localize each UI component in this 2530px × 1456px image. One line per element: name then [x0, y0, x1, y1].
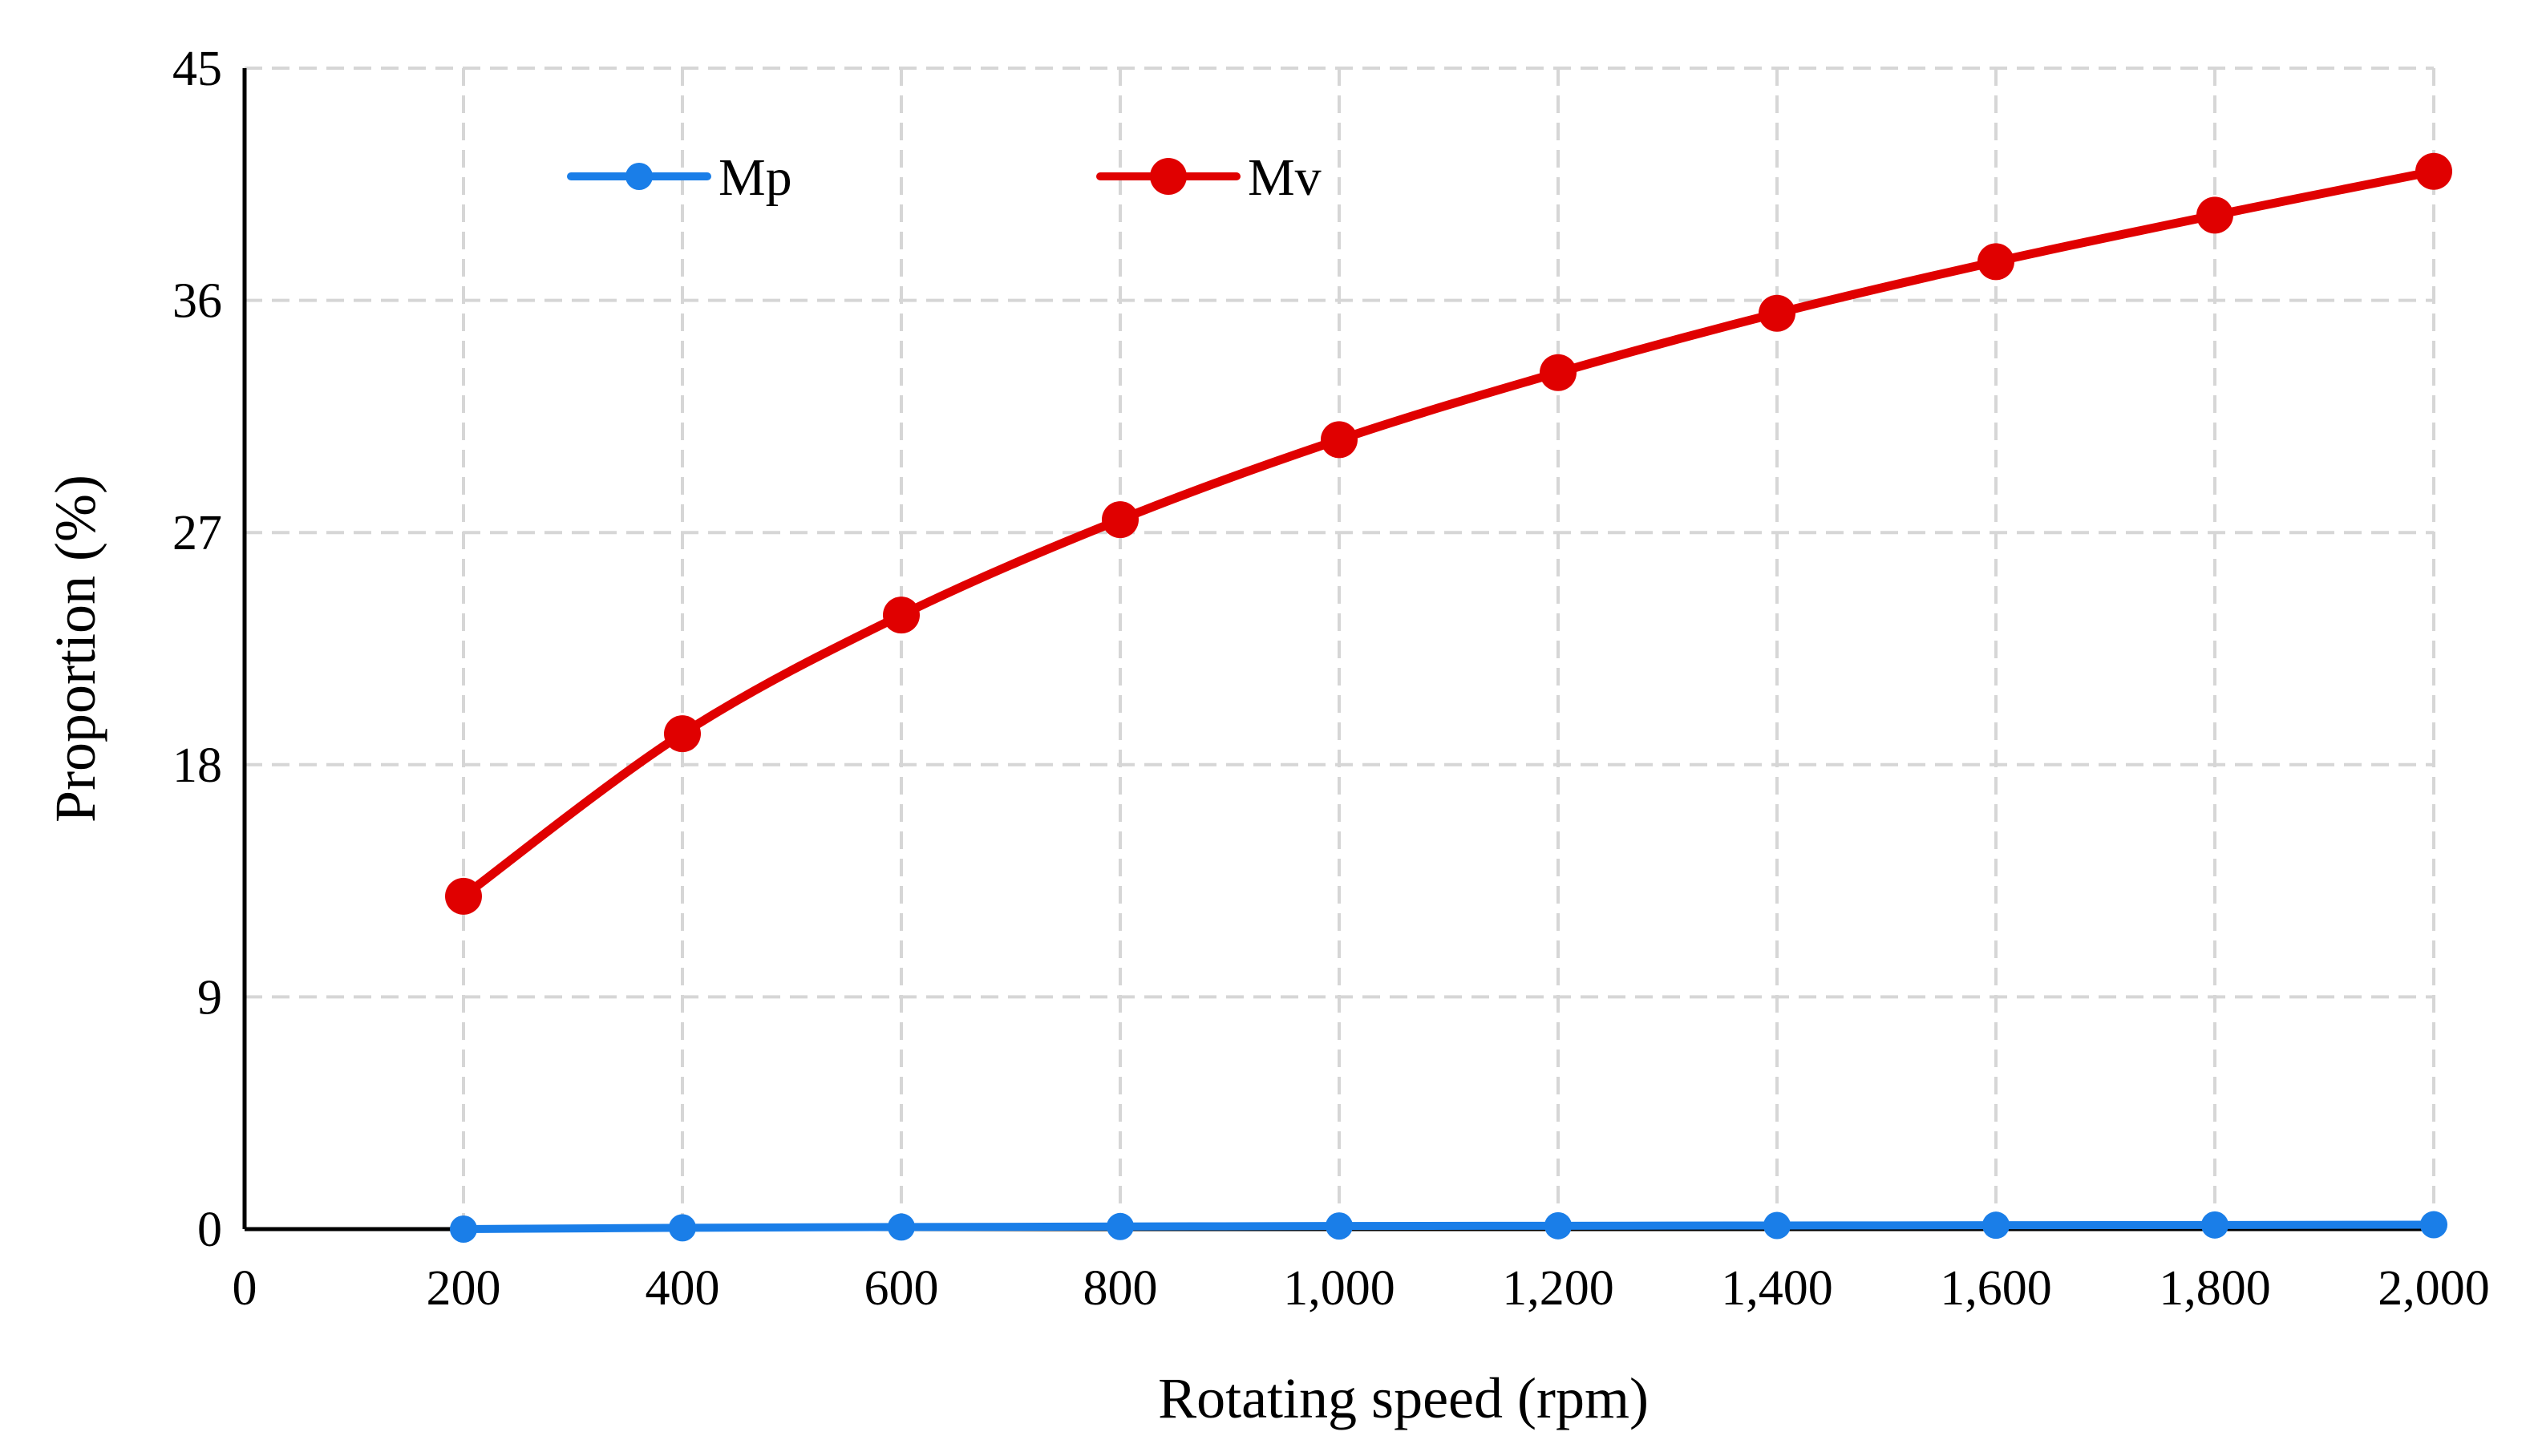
data-point-mp — [669, 1214, 696, 1242]
grid-layer — [245, 67, 2435, 1229]
data-point-mv — [1977, 243, 2014, 281]
legend-marker-mv — [1150, 158, 1187, 195]
y-tick-label: 27 — [172, 506, 222, 560]
x-tick-label: 1,800 — [2159, 1261, 2271, 1316]
y-tick-label: 45 — [172, 42, 222, 96]
data-point-mv — [664, 715, 701, 753]
data-point-mv — [1759, 294, 1795, 332]
legend: Mp Mv — [567, 148, 1322, 207]
x-tick-label: 1,200 — [1502, 1261, 1614, 1316]
x-tick-label: 800 — [1083, 1261, 1158, 1316]
y-tick-label: 18 — [172, 738, 222, 793]
series-mp — [450, 1211, 2447, 1243]
legend-label-mv: Mv — [1248, 148, 1322, 207]
x-tick-label: 1,400 — [1721, 1261, 1833, 1316]
x-tick-label: 1,000 — [1283, 1261, 1395, 1316]
data-point-mp — [1107, 1212, 1134, 1240]
data-point-mv — [445, 877, 482, 915]
y-axis-title: Proportion (%) — [43, 475, 107, 823]
series-layer — [445, 152, 2452, 1243]
data-point-mp — [1326, 1212, 1353, 1240]
legend-marker-mp — [625, 163, 653, 190]
x-axis-title: Rotating speed (rpm) — [1158, 1366, 1649, 1430]
x-tick-label: 600 — [864, 1261, 939, 1316]
data-point-mp — [1982, 1211, 2010, 1240]
data-point-mv — [1540, 354, 1577, 391]
data-point-mp — [450, 1215, 477, 1243]
data-point-mp — [2420, 1211, 2447, 1239]
data-point-mp — [888, 1213, 915, 1241]
x-tick-label: 0 — [233, 1261, 257, 1316]
x-tick-label: 400 — [646, 1261, 720, 1316]
data-point-mv — [883, 597, 920, 634]
y-tick-labels: 0 9 18 27 36 45 — [172, 42, 222, 1257]
y-tick-label: 9 — [197, 970, 222, 1025]
data-point-mp — [1763, 1211, 1791, 1240]
y-tick-label: 36 — [172, 274, 222, 329]
legend-label-mp: Mp — [719, 148, 792, 207]
data-point-mv — [1321, 421, 1358, 459]
series-mv — [445, 152, 2452, 915]
series-line-mv — [459, 167, 2439, 901]
legend-item-mv: Mv — [1096, 148, 1322, 207]
data-point-mv — [2196, 196, 2233, 234]
data-point-mv — [1102, 501, 1139, 539]
x-tick-label: 1,600 — [1940, 1261, 2052, 1316]
data-point-mp — [1544, 1211, 1572, 1240]
y-tick-label: 0 — [197, 1203, 222, 1257]
x-tick-labels: 0 200 400 600 800 1,000 1,200 1,400 1,600 1,800 2,… — [233, 1261, 2490, 1316]
data-point-mp — [2201, 1211, 2228, 1239]
legend-item-mp: Mp — [567, 148, 792, 207]
x-tick-label: 200 — [427, 1261, 501, 1316]
data-point-mv — [2415, 152, 2452, 190]
x-tick-label: 2,000 — [2378, 1261, 2490, 1316]
series-line-mp — [459, 1220, 2438, 1233]
